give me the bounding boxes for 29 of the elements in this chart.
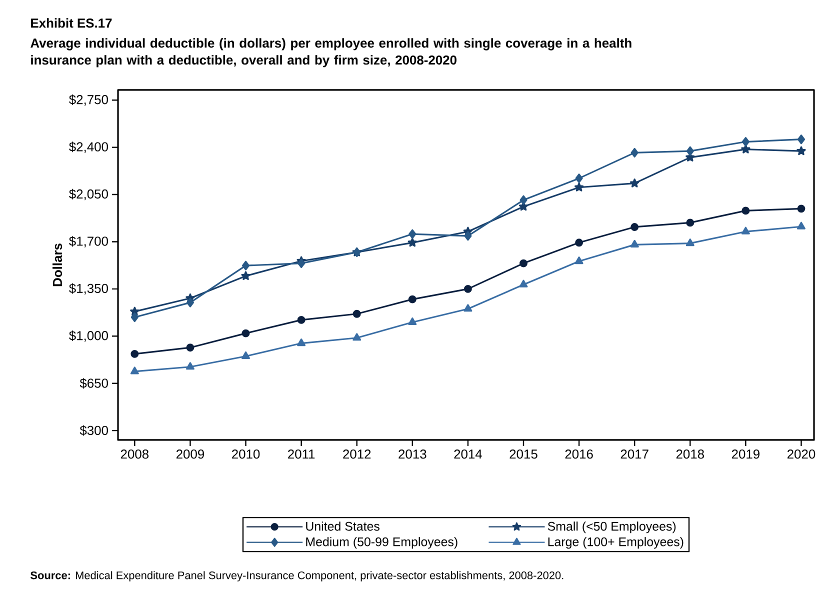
legend-label: United States (306, 522, 380, 531)
x-tick-label: 2015 (510, 450, 538, 459)
legend-label: Small (<50 Employees) (548, 522, 676, 534)
x-tick-label: 2011 (288, 450, 315, 459)
y-tick-label: $1,350 (69, 283, 108, 295)
chart-subtitle: Average individual deductible (in dollars) per employee enrolled with single coverage in a health insurance plan with a deductible, overall and by firm size, 2008-2020 (30, 38, 632, 68)
x-tick-label: 2019 (732, 450, 760, 459)
y-tick-label: $2,050 (69, 188, 108, 200)
x-tick-label: 2017 (620, 450, 648, 459)
x-tick-label: 2008 (120, 450, 149, 459)
x-tick-label: 2020 (787, 450, 816, 459)
legend-label: Large (100+ Employees) (548, 537, 684, 549)
y-tick-label: $1,000 (69, 330, 108, 342)
y-tick-label: $650 (80, 378, 108, 389)
x-tick-label: 2009 (176, 450, 204, 459)
x-tick-label: 2016 (565, 450, 593, 459)
x-tick-label: 2012 (343, 450, 371, 459)
legend-label: Medium (50-99 Employees) (306, 537, 458, 549)
x-tick-label: 2018 (676, 450, 704, 459)
y-tick-label: $300 (80, 425, 108, 436)
y-axis-title: Dollars (52, 244, 62, 286)
chart-title: Exhibit ES.17 (31, 18, 112, 28)
text: Source: Medical Expenditure Panel Survey-Insurance Component, private-sector establishments, 2008-2020. (30, 571, 564, 582)
y-tick-label: $1,700 (69, 236, 108, 248)
y-tick-label: $2,400 (69, 142, 108, 153)
x-tick-label: 2010 (232, 450, 260, 459)
x-tick-label: 2013 (398, 450, 426, 459)
x-tick-label: 2014 (454, 450, 482, 459)
y-tick-label: $2,750 (69, 94, 108, 106)
